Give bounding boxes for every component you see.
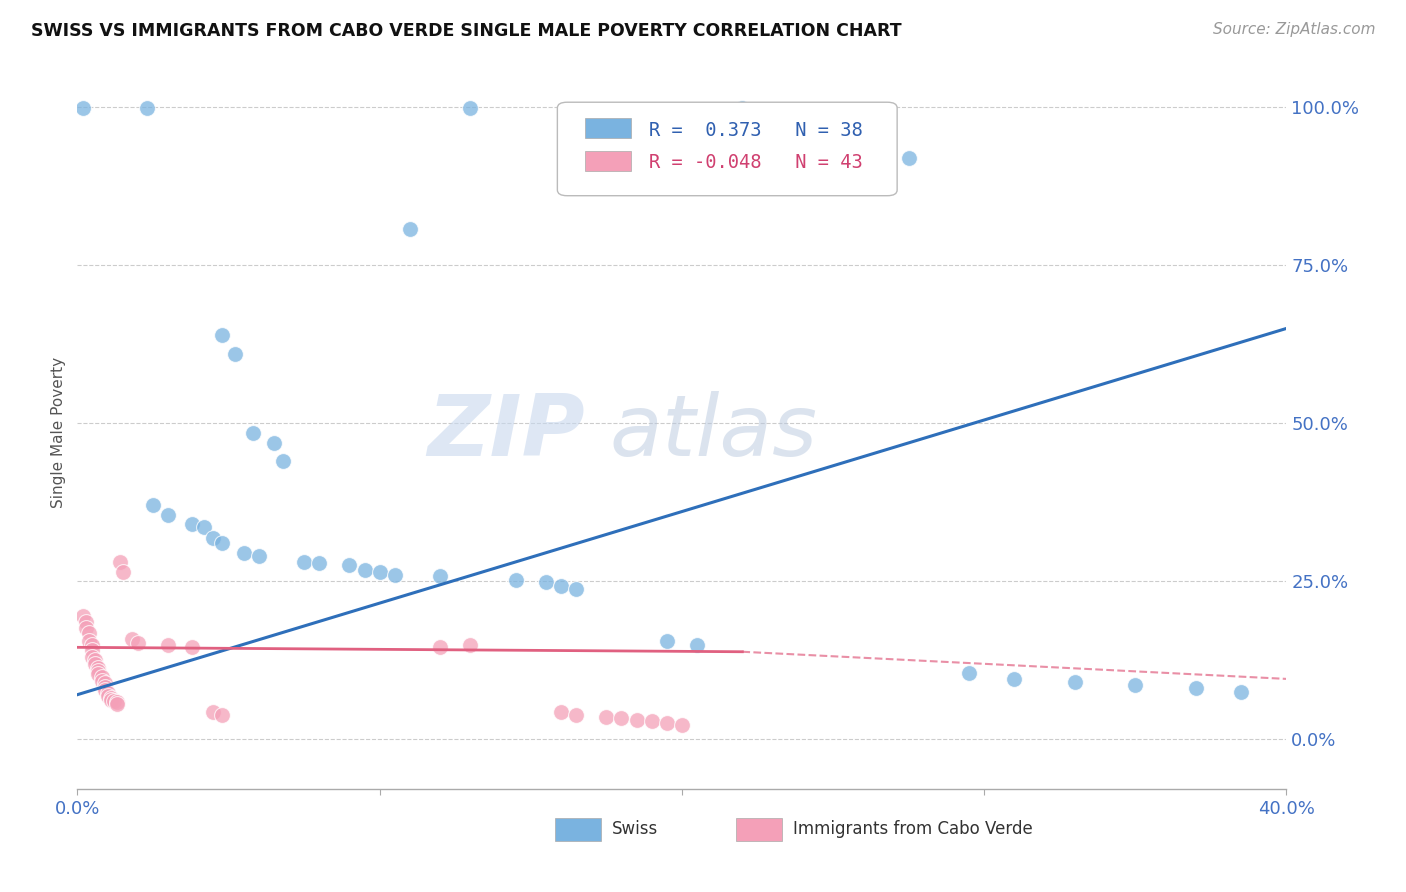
Point	[211, 707, 233, 722]
Point	[337, 558, 360, 573]
Point	[105, 697, 128, 711]
Point	[96, 689, 118, 703]
Text: Immigrants from Cabo Verde: Immigrants from Cabo Verde	[793, 821, 1033, 838]
Point	[202, 531, 225, 545]
FancyBboxPatch shape	[737, 818, 782, 841]
Point	[1004, 672, 1026, 686]
Point	[731, 101, 754, 115]
Point	[135, 101, 157, 115]
Point	[1064, 675, 1087, 690]
Point	[534, 575, 557, 590]
Point	[686, 639, 709, 653]
Point	[193, 520, 215, 534]
Point	[458, 101, 481, 115]
Point	[111, 565, 134, 579]
Point	[565, 707, 588, 722]
Point	[87, 667, 110, 681]
Point	[655, 634, 678, 648]
Point	[82, 639, 104, 653]
FancyBboxPatch shape	[585, 151, 631, 170]
Point	[565, 582, 588, 596]
Point	[93, 676, 115, 690]
Point	[108, 555, 131, 569]
Text: ZIP: ZIP	[427, 391, 585, 475]
Point	[121, 632, 143, 647]
Point	[384, 567, 406, 582]
Point	[550, 706, 572, 720]
Point	[181, 517, 204, 532]
Point	[610, 711, 633, 725]
Point	[211, 536, 233, 550]
Text: atlas: atlas	[609, 391, 817, 475]
Point	[655, 716, 678, 731]
Point	[247, 549, 270, 563]
Point	[72, 101, 94, 115]
Point	[429, 569, 451, 583]
Point	[271, 454, 294, 468]
Point	[550, 579, 572, 593]
Text: SWISS VS IMMIGRANTS FROM CABO VERDE SINGLE MALE POVERTY CORRELATION CHART: SWISS VS IMMIGRANTS FROM CABO VERDE SING…	[31, 22, 901, 40]
Point	[87, 661, 110, 675]
Point	[96, 686, 118, 700]
Point	[1230, 684, 1253, 698]
FancyBboxPatch shape	[557, 103, 897, 195]
Point	[100, 690, 122, 705]
Point	[263, 436, 285, 450]
Point	[90, 670, 112, 684]
Point	[505, 573, 527, 587]
Point	[232, 546, 254, 560]
Point	[103, 694, 125, 708]
Point	[957, 665, 980, 680]
Point	[897, 151, 920, 165]
Point	[292, 555, 315, 569]
Point	[308, 557, 330, 571]
Point	[84, 653, 107, 667]
Text: Swiss: Swiss	[612, 821, 658, 838]
Point	[105, 695, 128, 709]
Point	[224, 347, 246, 361]
Point	[211, 327, 233, 342]
Point	[353, 563, 375, 577]
Point	[641, 714, 664, 729]
Point	[100, 692, 122, 706]
Y-axis label: Single Male Poverty: Single Male Poverty	[51, 357, 66, 508]
Point	[368, 565, 391, 579]
Point	[429, 640, 451, 655]
Point	[242, 425, 264, 440]
Text: R =  0.373   N = 38: R = 0.373 N = 38	[650, 120, 863, 140]
FancyBboxPatch shape	[555, 818, 600, 841]
Point	[75, 621, 97, 635]
Point	[1123, 678, 1146, 692]
Point	[142, 498, 165, 512]
Point	[75, 615, 97, 629]
Point	[157, 508, 180, 522]
Point	[202, 706, 225, 720]
Point	[399, 221, 422, 235]
Text: R = -0.048   N = 43: R = -0.048 N = 43	[650, 153, 863, 172]
Point	[626, 713, 648, 727]
Point	[87, 664, 110, 678]
Point	[181, 640, 204, 655]
Point	[127, 636, 149, 650]
Point	[79, 625, 101, 640]
Point	[595, 710, 617, 724]
Point	[93, 682, 115, 697]
Point	[72, 608, 94, 623]
Point	[1184, 681, 1206, 696]
FancyBboxPatch shape	[585, 118, 631, 138]
Point	[84, 657, 107, 672]
Point	[79, 634, 101, 648]
Point	[82, 643, 104, 657]
Point	[671, 718, 693, 732]
Point	[82, 649, 104, 664]
Point	[157, 639, 180, 653]
Point	[93, 680, 115, 694]
Point	[458, 639, 481, 653]
Point	[90, 673, 112, 688]
Text: Source: ZipAtlas.com: Source: ZipAtlas.com	[1212, 22, 1375, 37]
